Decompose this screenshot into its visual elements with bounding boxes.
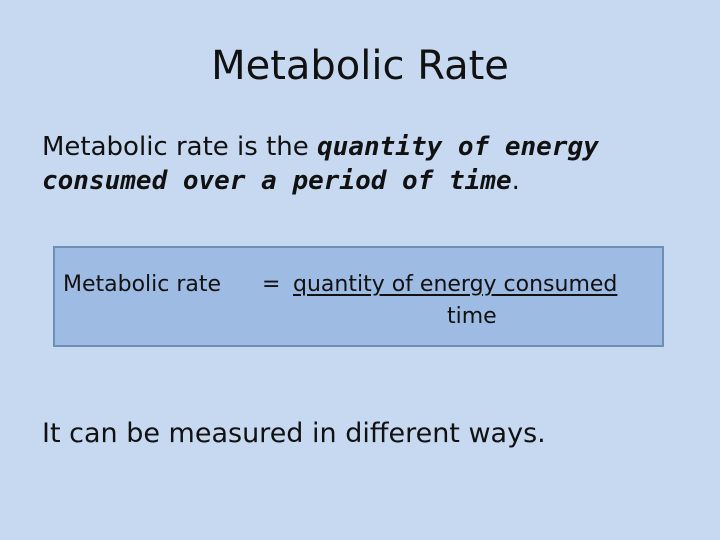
formula-box: Metabolic rate = quantity of energy cons… — [53, 246, 664, 347]
definition-text: Metabolic rate is the quantity of energy… — [42, 130, 692, 198]
formula-numerator: quantity of energy consumed — [293, 272, 618, 297]
formula-equals-sign: = — [262, 272, 281, 297]
closing-text: It can be measured in different ways. — [42, 418, 546, 449]
definition-emphasis: quantity of energy consumed over a perio… — [42, 132, 599, 196]
slide-title: Metabolic Rate — [211, 43, 509, 89]
definition-end: . — [511, 166, 520, 196]
formula-denominator: time — [447, 304, 497, 329]
definition-intro: Metabolic rate is the — [42, 132, 318, 162]
formula-left-side: Metabolic rate — [63, 272, 222, 297]
